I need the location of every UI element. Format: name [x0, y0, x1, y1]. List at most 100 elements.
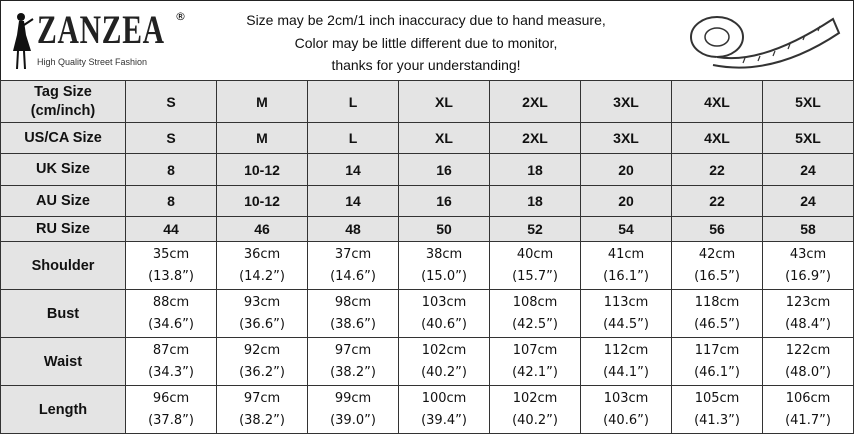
measurement-cell: 93cm (36.6”)	[216, 289, 308, 338]
cm-value: 113cm	[603, 294, 649, 310]
measurement-cell: 117cm (46.1”)	[671, 337, 763, 386]
size-cell: 48	[307, 216, 399, 242]
size-cell: 20	[580, 185, 672, 217]
size-cell: 5XL	[762, 122, 854, 154]
measurement-cell: 103cm (40.6”)	[398, 289, 490, 338]
size-cell: 2XL	[489, 80, 581, 123]
size-row: Tag Size (cm/inch) S M L XL 2XL 3XL 4XL 5XL	[0, 80, 854, 123]
size-cell: 20	[580, 153, 672, 186]
cm-value: 40cm	[516, 246, 554, 262]
cm-value: 99cm	[334, 390, 372, 406]
inch-value: (40.6”)	[603, 412, 649, 428]
size-cell: 46	[216, 216, 308, 242]
cm-value: 112cm	[603, 342, 649, 358]
inch-value: (48.0”)	[785, 364, 831, 380]
measurement-cell: 96cm (37.8”)	[125, 385, 217, 434]
size-cell: 14	[307, 185, 399, 217]
measurement-cell: 87cm (34.3”)	[125, 337, 217, 386]
inch-value: (44.1”)	[603, 364, 649, 380]
size-cell: 16	[398, 185, 490, 217]
inch-value: (38.6”)	[330, 316, 376, 332]
measurement-cell: 118cm (46.5”)	[671, 289, 763, 338]
inch-value: (40.2”)	[512, 412, 558, 428]
cm-value: 35cm	[152, 246, 190, 262]
measurement-cell: 35cm (13.8”)	[125, 241, 217, 290]
size-cell: 14	[307, 153, 399, 186]
size-cell: 5XL	[762, 80, 854, 123]
inch-value: (38.2”)	[239, 412, 285, 428]
size-cell: 56	[671, 216, 763, 242]
cm-value: 98cm	[334, 294, 372, 310]
measurement-cell: 98cm (38.6”)	[307, 289, 399, 338]
cm-value: 97cm	[334, 342, 372, 358]
size-cell: XL	[398, 80, 490, 123]
inch-value: (38.2”)	[330, 364, 376, 380]
cm-value: 103cm	[421, 294, 467, 310]
row-label: Bust	[0, 289, 126, 338]
size-cell: 18	[489, 185, 581, 217]
cm-value: 118cm	[694, 294, 740, 310]
cm-value: 36cm	[243, 246, 281, 262]
cm-value: 43cm	[789, 246, 827, 262]
measurement-cell: 88cm (34.6”)	[125, 289, 217, 338]
measurement-row: Bust 88cm (34.6”) 93cm (36.6”) 98cm (38.6”) 103…	[0, 289, 854, 338]
size-row: RU Size 44 46 48 50 52 54 56 58	[0, 216, 854, 242]
cm-value: 102cm	[421, 342, 467, 358]
measurement-cell: 36cm (14.2”)	[216, 241, 308, 290]
inch-value: (48.4”)	[785, 316, 831, 332]
inch-value: (14.6”)	[330, 268, 376, 284]
cm-value: 42cm	[698, 246, 736, 262]
size-cell: M	[216, 80, 308, 123]
cm-value: 96cm	[152, 390, 190, 406]
size-chart-table: Tag Size (cm/inch) S M L XL 2XL 3XL 4XL 5XL US/CA…	[0, 80, 854, 434]
measurement-cell: 105cm (41.3”)	[671, 385, 763, 434]
measurement-row: Length 96cm (37.8”) 97cm (38.2”) 99cm (39.0”) 1…	[0, 385, 854, 434]
measurement-cell: 106cm (41.7”)	[762, 385, 854, 434]
inch-value: (41.7”)	[785, 412, 831, 428]
cm-value: 41cm	[607, 246, 645, 262]
cm-value: 37cm	[334, 246, 372, 262]
size-cell: 24	[762, 185, 854, 217]
measurement-cell: 41cm (16.1”)	[580, 241, 672, 290]
cm-value: 38cm	[425, 246, 463, 262]
cm-value: 123cm	[785, 294, 831, 310]
size-cell: 22	[671, 153, 763, 186]
size-cell: L	[307, 80, 399, 123]
inch-value: (15.7”)	[512, 268, 558, 284]
measurement-cell: 113cm (44.5”)	[580, 289, 672, 338]
inch-value: (16.5”)	[694, 268, 740, 284]
cm-value: 100cm	[421, 390, 467, 406]
size-cell: 50	[398, 216, 490, 242]
note-line: Size may be 2cm/1 inch inaccuracy due to…	[246, 12, 606, 28]
inch-value: (44.5”)	[603, 316, 649, 332]
measurement-row: Waist 87cm (34.3”) 92cm (36.2”) 97cm (38.2”) 10…	[0, 337, 854, 386]
size-cell: M	[216, 122, 308, 154]
measurement-row: Shoulder 35cm (13.8”) 36cm (14.2”) 37cm (14.6”…	[0, 241, 854, 290]
inch-value: (15.0”)	[421, 268, 467, 284]
woman-silhouette-icon	[13, 13, 34, 70]
brand-name: ZANZEA	[37, 7, 165, 52]
inch-value: (16.1”)	[603, 268, 649, 284]
size-cell: 10-12	[216, 153, 308, 186]
size-cell: S	[125, 80, 217, 123]
inch-value: (36.6”)	[239, 316, 285, 332]
size-cell: 44	[125, 216, 217, 242]
measurement-cell: 103cm (40.6”)	[580, 385, 672, 434]
registered-mark: ®	[175, 10, 186, 23]
cm-value: 92cm	[243, 342, 281, 358]
size-cell: S	[125, 122, 217, 154]
size-cell: 54	[580, 216, 672, 242]
inch-value: (16.9”)	[785, 268, 831, 284]
size-cell: 58	[762, 216, 854, 242]
inch-value: (13.8”)	[148, 268, 194, 284]
measurement-cell: 102cm (40.2”)	[489, 385, 581, 434]
row-label: Length	[0, 385, 126, 434]
row-label: UK Size	[0, 153, 126, 186]
size-cell: L	[307, 122, 399, 154]
size-row: UK Size 8 10-12 14 16 18 20 22 24	[0, 153, 854, 186]
size-cell: 16	[398, 153, 490, 186]
inch-value: (41.3”)	[694, 412, 740, 428]
size-cell: 3XL	[580, 122, 672, 154]
measurement-cell: 107cm (42.1”)	[489, 337, 581, 386]
chart-header: ZANZEA ® High Quality Street Fashion Siz…	[0, 0, 854, 81]
